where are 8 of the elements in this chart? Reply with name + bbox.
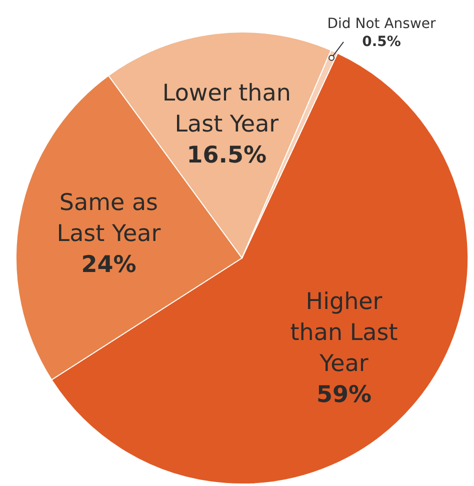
data-label: 59%	[316, 382, 372, 408]
data-label: 0.5%	[362, 34, 401, 50]
slice-label: Lower than Last Year	[162, 80, 291, 138]
slice-label: Did Not Answer	[327, 16, 436, 32]
slice-label: Same as Last Year	[56, 190, 162, 248]
slice-label: Higher than Last Year	[290, 288, 398, 377]
data-label: 24%	[81, 252, 136, 278]
data-label: 16.5%	[186, 142, 267, 168]
